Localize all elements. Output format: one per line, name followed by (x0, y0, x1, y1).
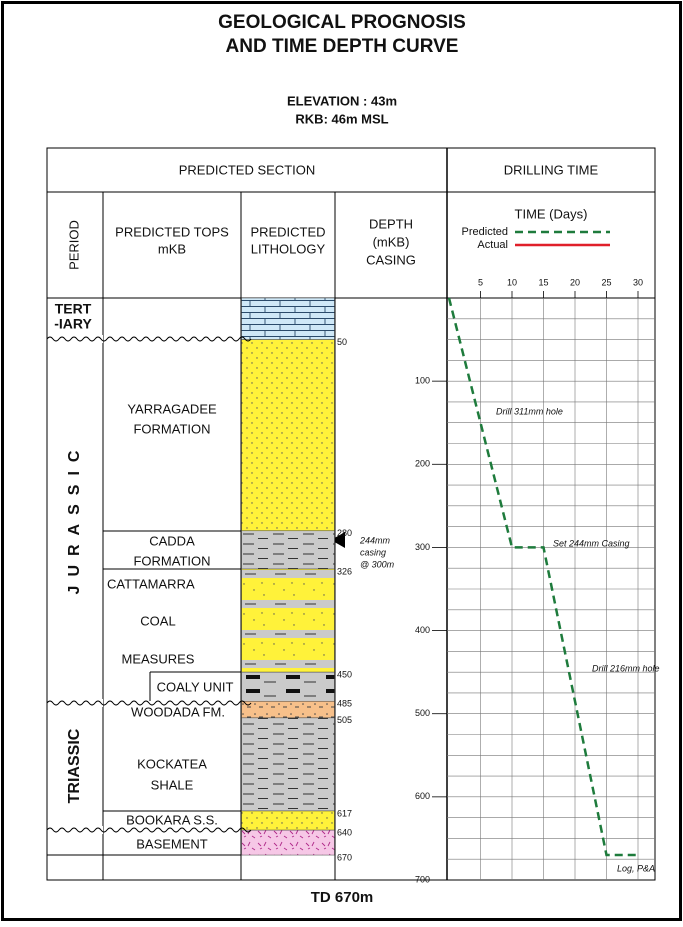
formation-label: FORMATION (133, 421, 210, 436)
y-tick-label: 400 (415, 625, 430, 635)
lithology-header: PREDICTED (250, 224, 325, 239)
annotation: Set 244mm Casing (553, 538, 630, 548)
formation-label: SHALE (151, 777, 194, 792)
outer-border (3, 3, 681, 920)
depth-header: (mKB) (373, 234, 410, 249)
x-tick-label: 25 (601, 277, 611, 287)
x-tick-label: 10 (507, 277, 517, 287)
legend-title: TIME (Days) (515, 206, 588, 221)
formation-label: YARRAGADEE (127, 401, 217, 416)
lithology-header: LITHOLOGY (251, 241, 326, 256)
depth-label: 617 (337, 808, 352, 818)
lithology-interval (242, 701, 335, 718)
depth-label: 640 (337, 827, 352, 837)
depth-label: 50 (337, 337, 347, 347)
x-tick-label: 5 (478, 277, 483, 287)
period-label: TRIASSIC (66, 728, 83, 803)
period-label: JURASSIC (66, 442, 83, 595)
rkb: RKB: 46m MSL (295, 111, 388, 126)
lithology-interval (242, 340, 335, 531)
legend-label: Predicted (462, 226, 508, 238)
tops-header: PREDICTED TOPS (115, 224, 229, 239)
period-header: PERIOD (66, 220, 81, 270)
lithology-interval (242, 531, 335, 569)
annotation: Drill 216mm hole (592, 663, 660, 673)
formation-label: KOCKATEA (137, 756, 207, 771)
lithology-interval (242, 811, 335, 830)
formation-label: COAL (140, 613, 175, 628)
depth-label: 670 (337, 852, 352, 862)
casing-label: 244mm (359, 535, 391, 545)
formation-label: WOODADA FM. (131, 704, 225, 719)
annotation: Log, P&A (617, 863, 655, 873)
period-label: -IARY (54, 316, 92, 332)
depth-header: DEPTH (369, 216, 413, 231)
formation-label: CATTAMARRA (107, 576, 195, 591)
depth-label: 450 (337, 670, 352, 680)
footer: TD 670m (311, 889, 374, 906)
depth-header: CASING (366, 252, 416, 267)
y-tick-label: 200 (415, 459, 430, 469)
formation-label: CADDA (149, 533, 195, 548)
formation-label: COALY UNIT (157, 679, 234, 694)
y-tick-label: 300 (415, 542, 430, 552)
lithology-interval (242, 569, 335, 672)
formation-label: FORMATION (133, 553, 210, 568)
period-label: TERT (55, 301, 92, 317)
elevation: ELEVATION : 43m (287, 93, 397, 108)
title: GEOLOGICAL PROGNOSIS (218, 12, 466, 33)
section-header: PREDICTED SECTION (179, 162, 316, 177)
tops-header: mKB (158, 241, 186, 256)
formation-label: BOOKARA S.S. (126, 812, 218, 827)
y-tick-label: 600 (415, 791, 430, 801)
depth-label: 326 (337, 566, 352, 576)
x-tick-label: 15 (538, 277, 548, 287)
lithology-interval (242, 718, 335, 811)
lithology-interval (242, 298, 335, 340)
depth-label: 280 (337, 528, 352, 538)
prognosis: GEOLOGICAL PROGNOSIS AND TIME DEPTH CURV… (0, 0, 683, 922)
y-tick-label: 700 (415, 874, 430, 884)
x-tick-label: 20 (570, 277, 580, 287)
y-tick-label: 100 (415, 376, 430, 386)
legend-label: Actual (477, 239, 508, 251)
depth-label: 505 (337, 715, 352, 725)
lithology-interval (242, 830, 335, 855)
lithology-interval (242, 672, 335, 701)
x-tick-label: 30 (633, 277, 643, 287)
formation-label: MEASURES (122, 651, 195, 666)
title: AND TIME DEPTH CURVE (226, 36, 459, 57)
formation-label: BASEMENT (136, 836, 208, 851)
annotation: Drill 311mm hole (496, 406, 563, 416)
casing-label: @ 300m (360, 559, 395, 569)
depth-label: 485 (337, 699, 352, 709)
casing-label: casing (360, 547, 386, 557)
drilling-header: DRILLING TIME (504, 162, 599, 177)
y-tick-label: 500 (415, 708, 430, 718)
